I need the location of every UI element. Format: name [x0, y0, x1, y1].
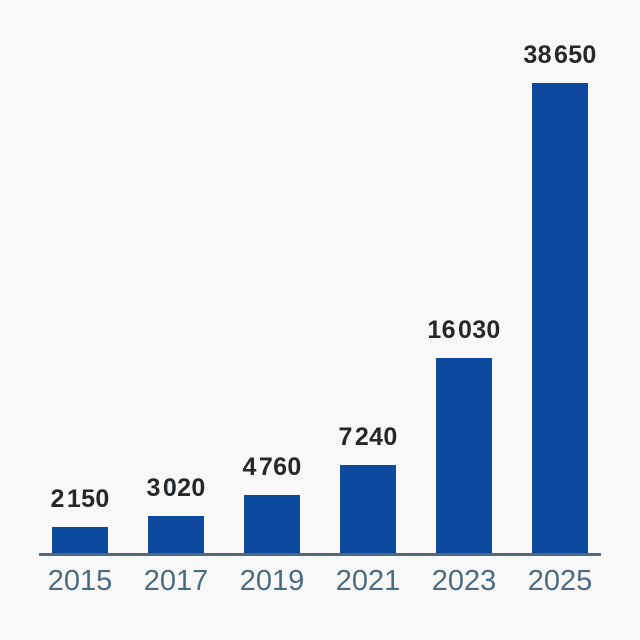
bar-2021: [340, 465, 396, 553]
bar-value-label-2017: 3 020: [146, 474, 206, 502]
bar-2025: [532, 83, 588, 553]
bar-value-label-2015: 2 150: [50, 485, 110, 513]
x-tick-label-2019: 2019: [239, 565, 305, 597]
x-axis-line: [39, 553, 601, 556]
bar-value-label-2021: 7 240: [338, 423, 398, 451]
bar-value-label-2025: 38 650: [523, 41, 597, 69]
x-tick-label-2015: 2015: [47, 565, 113, 597]
bar-2019: [244, 495, 300, 553]
x-tick-label-2025: 2025: [527, 565, 593, 597]
bar-value-label-2023: 16 030: [427, 316, 501, 344]
bar-2015: [52, 527, 108, 553]
x-tick-label-2017: 2017: [143, 565, 209, 597]
bar-value-label-2019: 4 760: [242, 453, 302, 481]
bar-2023: [436, 358, 492, 553]
x-tick-label-2021: 2021: [335, 565, 401, 597]
x-tick-label-2023: 2023: [431, 565, 497, 597]
bar-2017: [148, 516, 204, 553]
